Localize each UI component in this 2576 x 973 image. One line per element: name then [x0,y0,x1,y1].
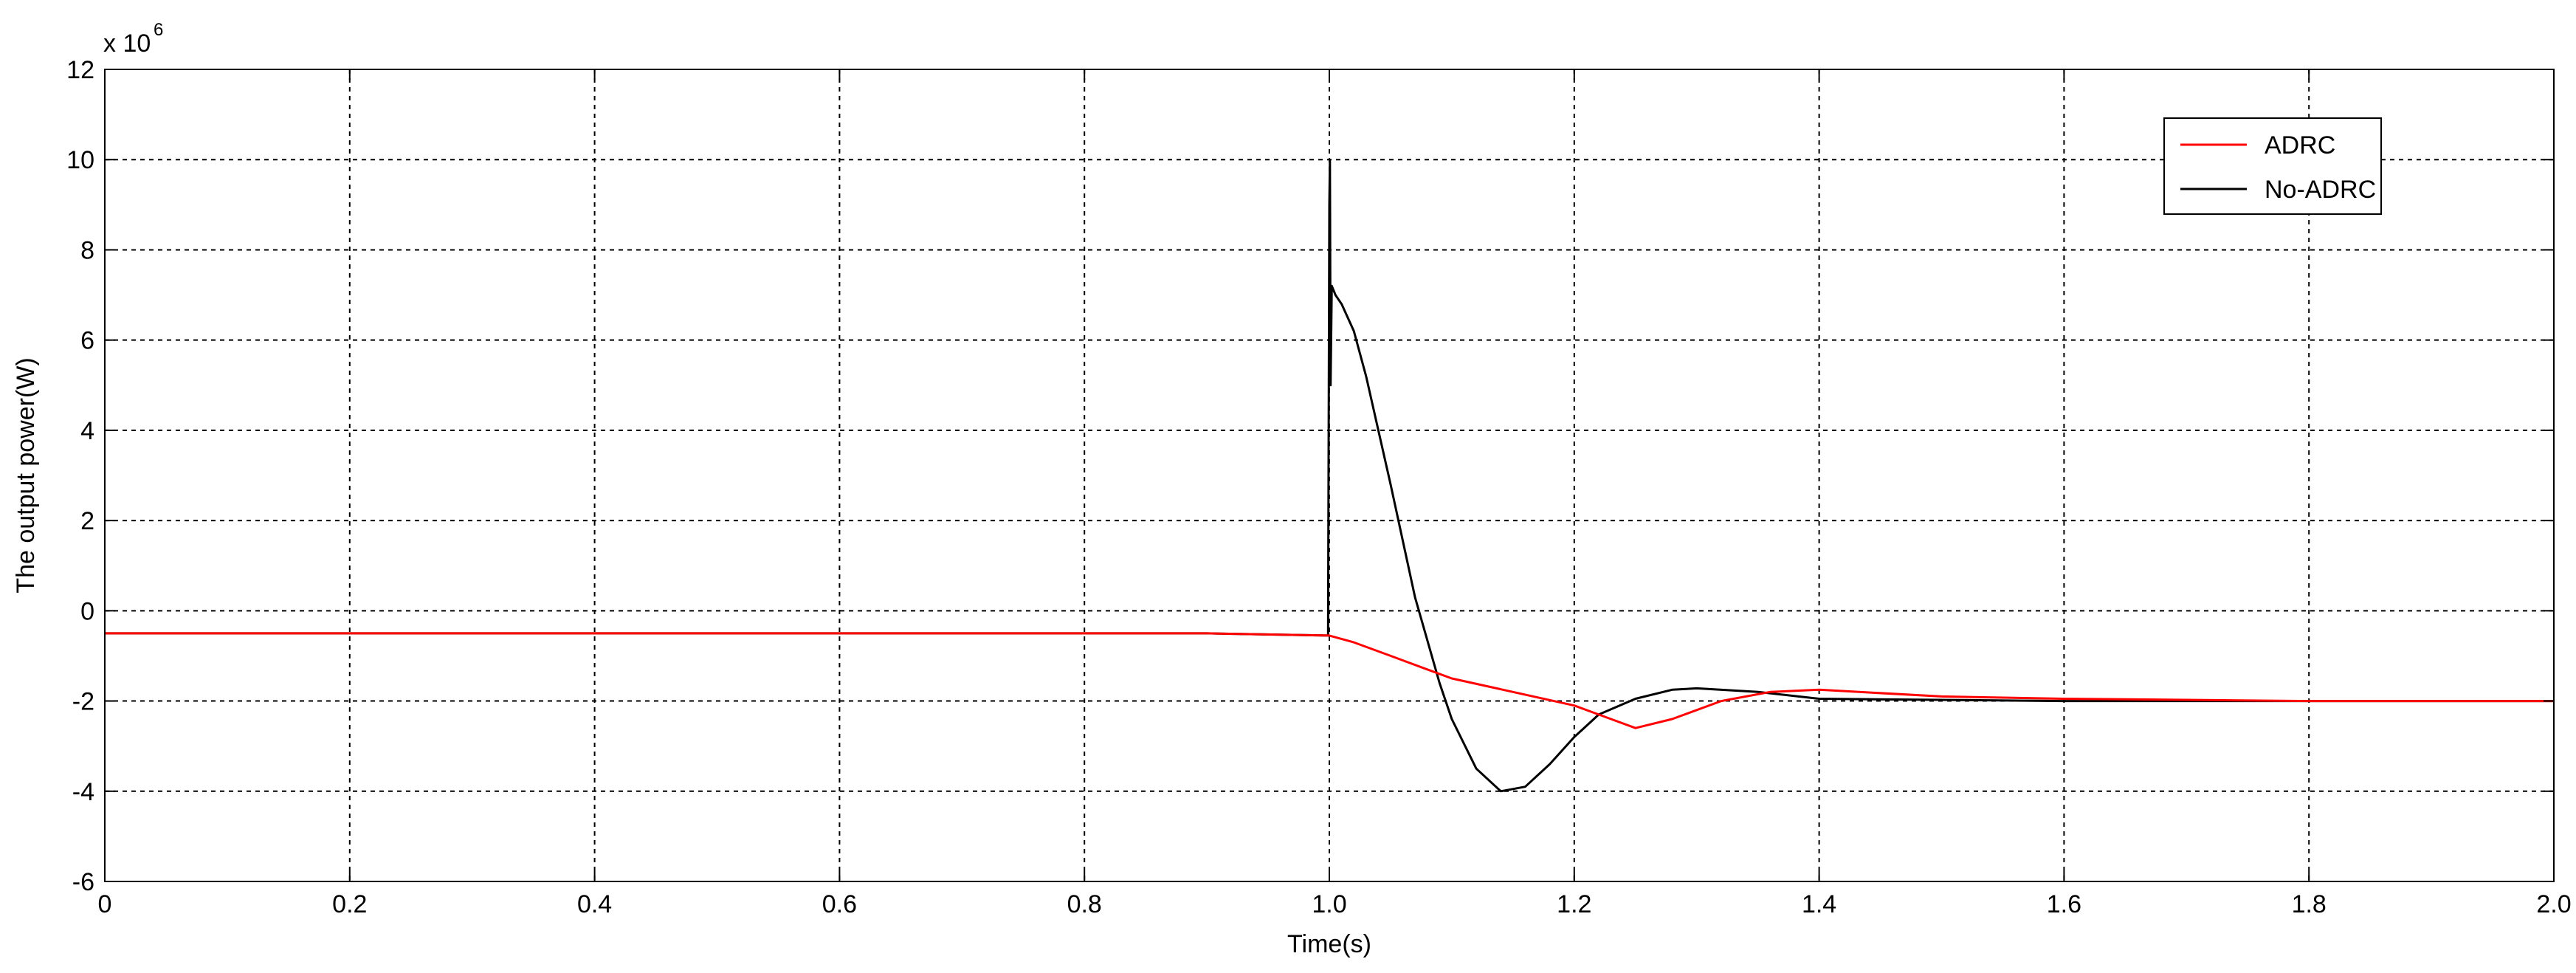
x-tick-label: 0.8 [1067,890,1102,918]
y-axis-label: The output power(W) [12,357,40,593]
series-line-no-adrc [105,158,2554,793]
legend-label-adrc: ADRC [2265,131,2335,159]
x-axis-label: Time(s) [1287,930,1371,958]
series-layer [105,158,2554,793]
x-tick-label: 1.2 [1557,890,1591,918]
x-tick-label: 1.8 [2292,890,2327,918]
y-tick-label: 12 [66,56,94,84]
y-tick-label: 6 [80,327,94,355]
y-multiplier-label: x 10 [103,30,151,58]
axis-ticks [104,69,2555,882]
legend-box [2163,117,2382,215]
series-line-adrc [105,632,2554,729]
x-tick-label: 0.6 [822,890,857,918]
y-tick-label: 2 [80,507,94,535]
x-tick-label: 1.4 [1802,890,1836,918]
y-tick-label: 0 [80,597,94,625]
y-multiplier-exponent: 6 [154,20,163,40]
y-tick-label: -2 [72,688,94,716]
x-tick-label: 0.4 [577,890,612,918]
axis-tick-labels: 0 0.2 0.4 0.6 0.8 1.0 1.2 1.4 1.6 1.8 2.0 -6 -4 -2 0 2 4… [66,56,2571,918]
legend-label-no-adrc: No-ADRC [2265,176,2376,204]
x-tick-label: 2.0 [2536,890,2571,918]
x-tick-label: 0 [98,890,112,918]
y-tick-label: 8 [80,236,94,264]
y-tick-label: -6 [72,868,94,896]
y-tick-label: 4 [80,417,94,445]
legend: ADRC No-ADRC [2163,117,2382,215]
y-tick-label: 10 [66,146,94,174]
y-tick-label: -4 [72,778,94,806]
x-tick-label: 0.2 [332,890,367,918]
x-tick-label: 1.6 [2047,890,2081,918]
x-tick-label: 1.0 [1312,890,1346,918]
